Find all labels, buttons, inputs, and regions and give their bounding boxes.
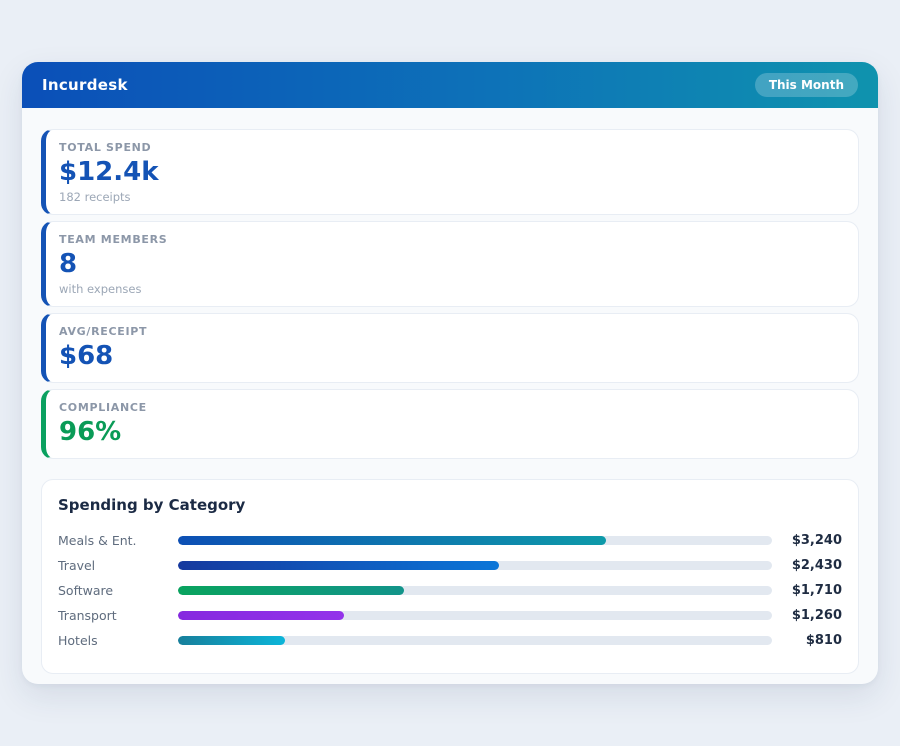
- bar-track: [178, 535, 772, 545]
- dashboard-panel: Incurdesk This Month TOTAL SPEND $12.4k 18…: [22, 62, 878, 684]
- chart-row: Transport $1,260: [58, 603, 842, 628]
- category-label: Hotels: [58, 632, 98, 648]
- bar-fill: [178, 585, 404, 595]
- chart-row: Meals & Ent. $3,240: [58, 528, 842, 553]
- dashboard-content: TOTAL SPEND $12.4k 182 receipts TEAM MEMBER…: [22, 108, 878, 674]
- bar-fill: [178, 560, 499, 570]
- stat-subtitle: with expenses: [59, 281, 142, 296]
- category-label: Travel: [58, 557, 96, 573]
- stat-subtitle: 182 receipts: [59, 189, 131, 204]
- stat-card-total-spend: TOTAL SPEND $12.4k 182 receipts: [41, 129, 859, 215]
- chart-title: Spending by Category: [58, 495, 246, 514]
- stat-label: COMPLIANCE: [59, 400, 147, 414]
- stat-value: 96%: [59, 416, 122, 447]
- bar-track: [178, 560, 772, 570]
- chart-row: Hotels $810: [58, 628, 842, 653]
- bar-fill: [178, 535, 606, 545]
- app-header: Incurdesk This Month: [22, 62, 878, 108]
- category-value: $1,260: [791, 607, 842, 623]
- category-label: Transport: [58, 607, 117, 623]
- bar-fill: [178, 635, 285, 645]
- spending-chart-card: Spending by Category Meals & Ent. $3,240 T…: [41, 478, 859, 674]
- category-value: $3,240: [791, 532, 842, 548]
- stat-value: $68: [59, 340, 114, 371]
- stat-label: AVG/RECEIPT: [59, 324, 148, 338]
- category-label: Meals & Ent.: [58, 532, 137, 548]
- chart-row: Software $1,710: [58, 578, 842, 603]
- category-value: $1,710: [791, 582, 842, 598]
- stat-card-compliance: COMPLIANCE 96%: [41, 388, 859, 459]
- stat-card-avg-receipt: AVG/RECEIPT $68: [41, 312, 859, 383]
- category-value: $810: [805, 632, 842, 648]
- bar-fill: [178, 610, 345, 620]
- chart-rows: Meals & Ent. $3,240 Travel $2,430 Software $1…: [58, 528, 842, 653]
- period-badge[interactable]: This Month: [754, 73, 858, 97]
- app-title: Incurdesk: [42, 76, 128, 94]
- bar-track: [178, 635, 772, 645]
- stat-label: TOTAL SPEND: [59, 141, 152, 154]
- stat-label: TEAM MEMBERS: [59, 232, 168, 246]
- bar-track: [178, 585, 772, 595]
- stats-list: TOTAL SPEND $12.4k 182 receipts TEAM MEMBER…: [41, 129, 859, 459]
- stat-card-team-members: TEAM MEMBERS 8 with expenses: [41, 220, 859, 307]
- chart-row: Travel $2,430: [58, 553, 842, 578]
- category-value: $2,430: [791, 557, 842, 573]
- stat-value: 8: [59, 248, 78, 279]
- category-label: Software: [58, 582, 114, 598]
- stat-value: $12.4k: [59, 157, 159, 187]
- bar-track: [178, 610, 772, 620]
